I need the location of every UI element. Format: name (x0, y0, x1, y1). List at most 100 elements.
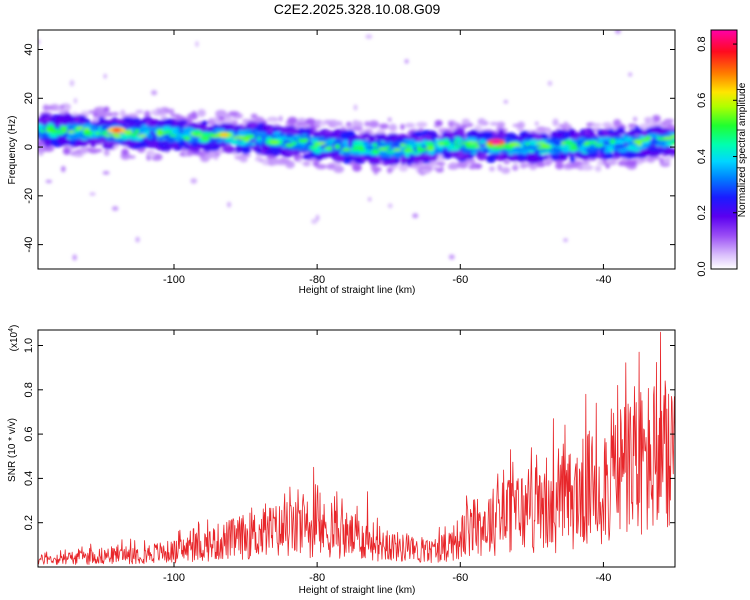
heat-blob (572, 142, 578, 147)
heat-speck (367, 197, 372, 202)
heat-blob (414, 141, 423, 147)
heat-blob (71, 112, 79, 116)
heat-blob (605, 159, 618, 166)
heat-blob (443, 141, 450, 146)
colorbar-tick-label: 0.6 (696, 93, 708, 108)
heat-blob (126, 133, 135, 136)
heat-blob (48, 133, 59, 138)
heat-blob (368, 120, 380, 129)
heat-blob (372, 142, 378, 148)
heat-speck (69, 79, 75, 87)
heat-blob (176, 140, 186, 148)
heat-blob (137, 134, 147, 138)
heat-blob (43, 139, 51, 148)
heat-speck (448, 254, 455, 260)
heat-blob (322, 119, 334, 125)
heat-speck (315, 214, 320, 222)
heat-blob (594, 143, 604, 148)
heat-blob (278, 115, 283, 122)
colorbar-gradient (710, 29, 738, 270)
heat-blob (403, 148, 413, 153)
heat-blob (168, 108, 175, 115)
heat-blob (671, 140, 675, 145)
snr-y-tick-label: 1.0 (23, 338, 35, 353)
heat-blob (654, 128, 667, 135)
heat-blob (257, 122, 263, 131)
heat-blob (148, 150, 156, 158)
heat-blob (448, 121, 454, 128)
heat-blob (482, 148, 489, 154)
heat-blob (48, 127, 57, 132)
spectrogram-y-tick-label: 20 (23, 92, 35, 104)
heat-blob (466, 131, 472, 140)
heat-blob (443, 151, 451, 159)
heat-blob (48, 125, 55, 129)
heat-speck (503, 100, 508, 104)
heat-blob (507, 142, 518, 146)
heat-blob (400, 158, 406, 166)
colorbar-tick-label: 0.8 (696, 36, 708, 51)
heat-blob (88, 148, 100, 154)
snr-series-line (38, 331, 675, 565)
heat-speck (89, 192, 96, 196)
heat-blob (237, 129, 245, 135)
heat-blob (470, 129, 477, 139)
heat-blob (97, 111, 108, 119)
heat-blob (38, 123, 43, 130)
heat-speck (111, 206, 119, 211)
chart-title: C2E2.2025.328.10.08.G09 (274, 1, 441, 17)
heat-blob (201, 132, 211, 138)
heat-blob (98, 106, 104, 112)
heat-blob (393, 148, 402, 152)
heat-blob (111, 112, 119, 116)
heat-blob (192, 130, 202, 134)
heat-blob (519, 162, 527, 169)
heat-blob (268, 118, 277, 123)
heat-blob (234, 155, 246, 160)
heat-blob (582, 143, 591, 146)
heat-blob (376, 135, 385, 141)
heat-blob (303, 138, 309, 142)
snr-y-scale-exponent: 4 (8, 328, 15, 332)
heat-blob (613, 143, 626, 150)
heat-blob (465, 146, 471, 149)
heat-blob (264, 126, 271, 131)
heat-blob (321, 120, 326, 127)
heat-blob (368, 157, 381, 165)
heat-blob (380, 156, 392, 162)
heat-blob (319, 149, 331, 153)
heat-blob (483, 131, 493, 139)
heat-blob (497, 163, 502, 172)
heat-blob (608, 128, 615, 135)
heat-speck (150, 90, 158, 96)
heat-blob (332, 120, 343, 127)
heat-blob (250, 113, 258, 119)
heat-blob (379, 123, 389, 130)
heat-blob (67, 130, 75, 134)
heat-blob (455, 127, 465, 136)
heat-speck (365, 34, 373, 39)
heat-blob (590, 123, 602, 127)
heat-peak-core (491, 140, 501, 145)
heat-blob (351, 149, 358, 152)
heat-blob (561, 124, 568, 131)
heat-blob (419, 169, 431, 174)
heat-blob (134, 129, 140, 134)
snr-y-scale-base: (x10 (9, 331, 20, 351)
heat-blob (346, 124, 353, 131)
heat-blob (509, 150, 522, 155)
snr-x-tick-label: -60 (452, 572, 468, 584)
heat-speck (102, 171, 110, 175)
heat-blob (529, 156, 541, 164)
heat-blob (399, 143, 406, 147)
snr-y-axis-label: SNR (10 * v/v) (7, 418, 18, 482)
heat-blob (503, 128, 508, 133)
heat-blob (305, 118, 316, 126)
heat-speck (195, 40, 199, 48)
heat-blob (609, 139, 616, 145)
heat-blob (191, 111, 198, 120)
heat-blob (468, 143, 478, 147)
heat-speck (547, 80, 553, 86)
heat-blob (583, 128, 591, 137)
heat-blob (104, 134, 112, 137)
